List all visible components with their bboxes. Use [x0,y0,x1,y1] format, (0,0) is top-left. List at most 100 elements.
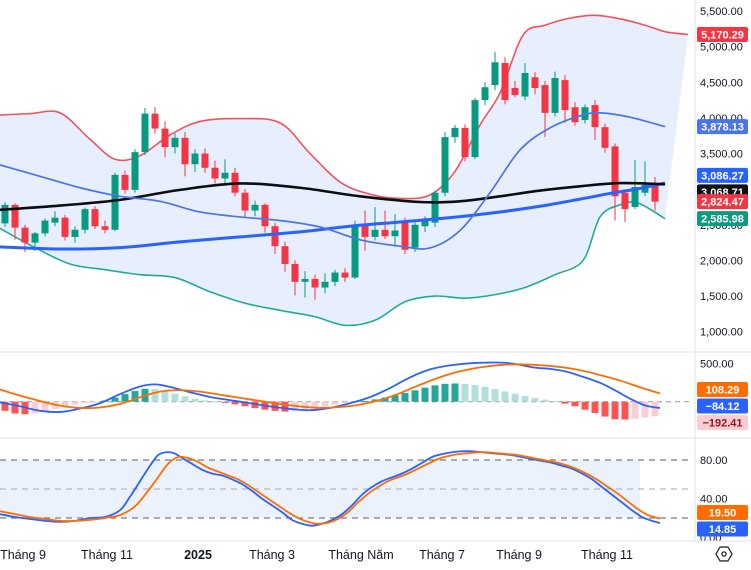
candle-body [431,192,439,223]
price-badge [697,414,748,430]
candle-body [261,204,269,227]
price-badge [697,521,748,537]
price-axis[interactable]: 5,500.005,000.004,500.004,000.003,500.00… [696,0,751,544]
time-tick-label: Tháng 7 [419,548,465,562]
macd-histogram-bar [191,398,199,402]
candle [361,210,369,251]
time-axis[interactable]: Tháng 9 Tháng 11 2025 Tháng 3 Tháng Năm Tháng… [0,542,751,570]
macd-histogram-bar [501,391,509,402]
macd-histogram-bar [471,384,479,402]
price-tick-label: 5,000.00 [700,42,743,54]
price-badge-label: −192.41 [702,417,742,429]
macd-histogram-bar [171,393,179,402]
candle [41,218,49,237]
price-badge [697,194,748,210]
candle-body [171,137,179,148]
candle [91,206,99,230]
candle [261,203,269,233]
macd-histogram-bar [621,401,629,420]
candle-body [101,226,109,230]
price-badge-label: 3,086.27 [701,170,744,182]
price-tick-label: 3,500.00 [700,149,743,161]
price-badge [697,381,748,397]
price-badge [697,26,748,42]
price-badge [697,398,748,414]
macd-histogram-bar [401,392,409,402]
candle [631,159,639,210]
candle-body [551,77,559,113]
candle-body [491,62,499,86]
candle-body [281,246,289,264]
candle-body [361,224,369,237]
macd-histogram-bar [181,396,189,402]
macd-histogram-bar [601,401,609,417]
macd-histogram-bar [411,390,419,402]
candle [451,125,459,143]
candle [101,220,109,234]
settings-icon[interactable] [715,546,733,562]
macd-histogram-bar [111,397,119,402]
candle [621,189,629,222]
candle [531,72,539,95]
candle-body [421,219,429,227]
bollinger-upper-band [0,14,689,200]
candle-body [511,87,519,96]
price-badge-label: 2,585.98 [701,214,744,226]
price-badge-label: 2,824.47 [701,197,744,209]
candle-body [541,85,549,113]
macd-histogram-bar [321,401,329,407]
main-price-pane[interactable] [0,14,689,327]
candle-body [271,226,279,247]
macd-histogram-bar [511,393,519,402]
candle [491,51,499,91]
time-axis-background [0,542,751,570]
price-badge [697,211,748,227]
macd-histogram-bar [341,401,349,404]
stoch-tick-label: 80.00 [700,455,728,467]
time-tick-label: Tháng Năm [328,548,393,562]
candle-body [81,209,89,230]
time-tick-label: Tháng 9 [496,548,542,562]
macd-histogram-bar [391,395,399,402]
candle [471,97,479,160]
candle-body [341,272,349,278]
candle [241,189,249,218]
candle-body [501,63,509,101]
macd-histogram-bar [421,387,429,402]
candle-body [251,204,259,211]
candle-body [41,220,49,234]
macd-histogram-bar [1,401,9,411]
candle-body [291,263,299,282]
price-tick-label: 5,500.00 [700,6,743,18]
macd-histogram-bar [521,396,529,402]
macd-histogram-bar [91,401,99,403]
time-tick-label: Tháng 11 [581,548,633,562]
time-tick-label: Tháng 9 [0,548,46,562]
candle [221,159,229,185]
macd-histogram-bar [431,385,439,402]
candle [391,214,399,247]
candle [511,80,519,98]
candle [461,124,469,162]
macd-indicator-pane[interactable] [0,361,690,420]
time-tick-label: 2025 [184,548,212,562]
candle-body [381,229,389,237]
stochastic-pane[interactable] [0,450,690,527]
price-badge-label: −84.12 [706,401,740,413]
candle-body [181,137,189,165]
candle [321,273,329,294]
candle-body [531,77,539,88]
macd-histogram-bar [281,401,289,412]
price-tick-label: 1,000.00 [700,327,743,339]
price-axis-background [696,0,751,541]
macd-histogram-bar [11,401,19,414]
price-badge-label: 5,170.29 [701,29,744,41]
candle-body [301,278,309,282]
macd-histogram-bar [531,397,539,402]
macd-histogram-bar [221,401,229,403]
candle [171,133,179,154]
candle-body [371,229,379,237]
candle-body [31,233,39,243]
candle-body [451,127,459,138]
